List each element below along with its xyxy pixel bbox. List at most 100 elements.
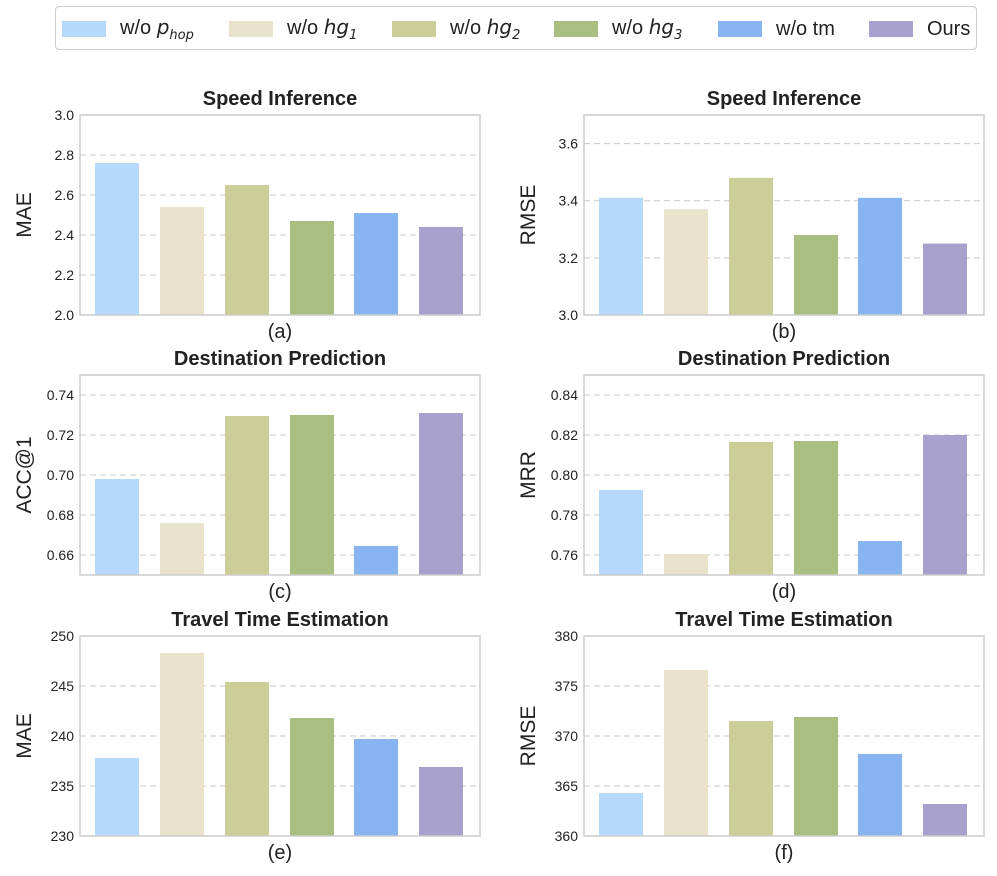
legend-label: w/o tm — [776, 17, 835, 40]
y-tick-label: 370 — [555, 728, 579, 744]
y-axis-label: RMSE — [517, 185, 540, 246]
y-tick-label: 0.72 — [47, 427, 74, 443]
bar — [729, 442, 773, 575]
y-tick-label: 0.70 — [47, 467, 74, 483]
bar — [794, 441, 838, 575]
bar — [419, 227, 463, 315]
axes-frame — [583, 114, 985, 316]
y-tick-label: 360 — [555, 828, 579, 844]
legend-label: w/o phop — [120, 15, 194, 43]
chart-title: Destination Prediction — [678, 348, 890, 370]
legend-item-ours: Ours — [869, 7, 970, 51]
bar — [858, 541, 902, 575]
legend: w/o phop w/o hg1 w/o hg2 w/o hg3 w/o tm … — [55, 6, 977, 50]
bar — [923, 243, 967, 315]
y-tick-label: 2.2 — [55, 267, 75, 283]
bar — [160, 207, 204, 315]
y-axis-label: ACC@1 — [13, 436, 36, 513]
y-tick-label: 365 — [555, 778, 579, 794]
bar — [95, 479, 139, 575]
bar — [729, 721, 773, 836]
bar — [225, 682, 269, 836]
bar — [664, 209, 708, 315]
bar — [729, 177, 773, 315]
chart-panel-2: 3.0 3.2 3.4 3.6 Speed Inference RMSE (b) — [517, 88, 985, 343]
chart-title: Travel Time Estimation — [171, 609, 389, 631]
axes-frame — [79, 635, 481, 837]
bar — [664, 554, 708, 575]
y-tick-label: 3.0 — [55, 107, 75, 123]
y-axis-label: MAE — [13, 713, 36, 759]
panel-label: (f) — [775, 842, 794, 864]
y-axis-label: MAE — [13, 192, 36, 238]
bar — [160, 653, 204, 836]
bar — [95, 758, 139, 836]
legend-label: w/o hg3 — [612, 15, 683, 43]
legend-swatch — [392, 21, 436, 37]
bar — [794, 235, 838, 315]
y-tick-label: 375 — [555, 678, 579, 694]
y-tick-label: 2.8 — [55, 147, 75, 163]
y-tick-label: 380 — [555, 628, 579, 644]
bar — [923, 435, 967, 575]
legend-item-wo-phop: w/o phop — [62, 7, 194, 51]
y-tick-label: 2.0 — [55, 307, 75, 323]
y-tick-label: 3.2 — [559, 250, 579, 266]
legend-swatch — [554, 21, 598, 37]
legend-label: Ours — [927, 17, 971, 40]
y-tick-label: 2.6 — [55, 187, 75, 203]
panel-label: (b) — [772, 321, 796, 343]
legend-label: w/o hg2 — [450, 15, 521, 43]
bar — [354, 546, 398, 575]
axes-frame — [79, 374, 481, 576]
y-tick-label: 0.84 — [551, 387, 578, 403]
axes-frame — [79, 114, 481, 316]
bar — [599, 793, 643, 836]
bar — [160, 523, 204, 575]
y-tick-label: 3.0 — [559, 307, 579, 323]
bar — [354, 739, 398, 836]
y-tick-label: 0.74 — [47, 387, 74, 403]
y-tick-label: 230 — [51, 828, 75, 844]
y-tick-label: 235 — [51, 778, 75, 794]
panel-label: (c) — [268, 581, 291, 603]
bar — [290, 718, 334, 836]
bar — [599, 490, 643, 575]
bar — [599, 197, 643, 315]
y-tick-label: 245 — [51, 678, 75, 694]
legend-item-wo-tm: w/o tm — [718, 7, 835, 51]
chart-panel-6: 360 365 370 375 380 Travel Time Estimation RMS… — [517, 609, 985, 864]
chart-title: Destination Prediction — [174, 348, 386, 370]
bar — [858, 197, 902, 315]
bar — [225, 185, 269, 315]
y-tick-label: 3.6 — [559, 136, 579, 152]
y-axis-label: MRR — [517, 451, 540, 499]
bar — [95, 163, 139, 315]
chart-panel-5: 230 235 240 245 250 Travel Time Estimation MAE… — [13, 609, 481, 864]
y-tick-label: 250 — [51, 628, 75, 644]
bar — [858, 754, 902, 836]
legend-swatch — [62, 21, 106, 37]
axes-frame — [583, 374, 985, 576]
bar — [225, 416, 269, 575]
bar — [354, 213, 398, 315]
y-tick-label: 0.80 — [551, 467, 578, 483]
chart-panel-4: 0.76 0.78 0.80 0.82 0.84 Destination Predicti… — [517, 348, 985, 603]
y-tick-label: 0.66 — [47, 547, 74, 563]
legend-swatch — [718, 21, 762, 37]
bar — [794, 717, 838, 836]
legend-item-wo-hg3: w/o hg3 — [554, 7, 682, 51]
chart-panel-1: 2.0 2.2 2.4 2.6 2.8 3.0 Speed Inference MAE (a) — [13, 88, 481, 343]
y-tick-label: 0.68 — [47, 507, 74, 523]
y-tick-label: 3.4 — [559, 193, 579, 209]
bar — [419, 767, 463, 836]
chart-title: Speed Inference — [707, 88, 862, 110]
chart-panel-3: 0.66 0.68 0.70 0.72 0.74 Destination Predicti… — [13, 348, 481, 603]
panel-label: (d) — [772, 581, 796, 603]
legend-item-wo-hg2: w/o hg2 — [392, 7, 520, 51]
bar — [290, 415, 334, 575]
chart-title: Travel Time Estimation — [675, 609, 893, 631]
bar — [923, 804, 967, 836]
